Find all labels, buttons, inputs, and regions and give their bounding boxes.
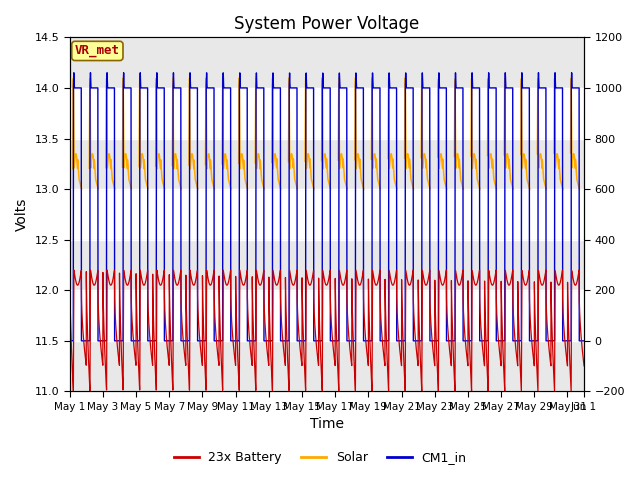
Text: VR_met: VR_met xyxy=(75,45,120,58)
Bar xyxy=(70,37,584,88)
Y-axis label: Volts: Volts xyxy=(15,198,29,231)
Legend: 23x Battery, Solar, CM1_in: 23x Battery, Solar, CM1_in xyxy=(168,446,472,469)
Bar xyxy=(70,341,584,391)
Bar xyxy=(70,240,584,290)
Bar xyxy=(70,139,584,189)
Title: System Power Voltage: System Power Voltage xyxy=(234,15,420,33)
X-axis label: Time: Time xyxy=(310,418,344,432)
